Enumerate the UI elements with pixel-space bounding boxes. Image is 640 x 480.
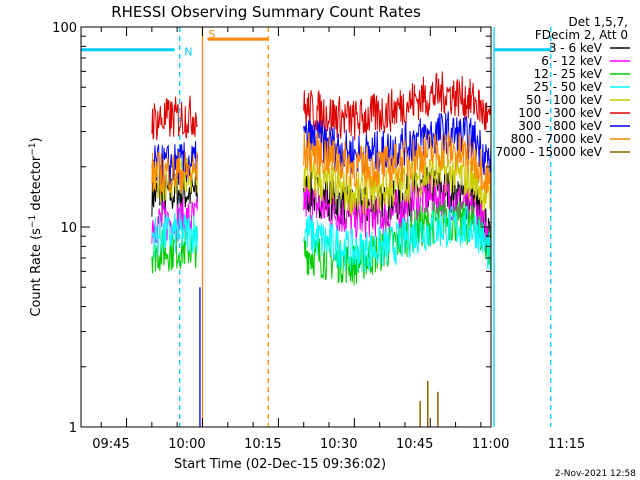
legend-label: 7000 - 15000 keV <box>495 145 602 159</box>
x-tick-label: 09:45 <box>92 437 129 452</box>
series-line <box>303 175 492 260</box>
x-tick-label: 10:30 <box>320 437 357 452</box>
flag-label-S: S <box>208 28 215 41</box>
x-axis: 09:45 10:00 10:15 10:30 10:45 11:00 11:15 <box>92 27 585 452</box>
x-axis-label: Start Time (02-Dec-15 09:36:02) <box>174 457 386 472</box>
series-line <box>151 172 198 217</box>
series-line <box>303 150 492 216</box>
legend-label: 12 - 25 keV <box>534 67 603 81</box>
legend-label: 25 - 50 keV <box>534 80 603 94</box>
x-tick-label: 10:00 <box>168 437 205 452</box>
series-line <box>151 151 198 195</box>
series-25-50keV <box>151 205 492 273</box>
chart-title: RHESSI Observing Summary Count Rates <box>111 3 421 21</box>
timestamp: 2-Nov-2021 12:58 <box>555 469 637 479</box>
series-line <box>303 130 492 205</box>
legend-header-line-2: FDecim 2, Att 0 <box>535 28 628 42</box>
series-800-7000keV <box>151 130 492 205</box>
legend-label: 800 - 7000 keV <box>511 132 603 146</box>
legend-header-line-1: Det 1,5,7, <box>569 15 629 29</box>
series-line <box>303 71 492 141</box>
y-tick-label: 100 <box>52 21 77 36</box>
x-tick-label: 11:00 <box>472 437 509 452</box>
series-line <box>151 95 198 140</box>
legend-label: 50 - 100 keV <box>526 93 603 107</box>
legend-label: 100 - 300 keV <box>518 106 602 120</box>
y-axis: 1 10 100 <box>52 21 491 436</box>
legend-label: 6 - 12 keV <box>541 54 603 68</box>
legend-label: 300 - 800 keV <box>518 119 602 133</box>
series-line <box>303 205 492 273</box>
legend-label: 3 - 6 keV <box>549 41 603 55</box>
x-tick-label: 10:15 <box>244 437 281 452</box>
y-tick-label: 10 <box>60 221 77 236</box>
plot-area: NS <box>81 27 552 428</box>
y-tick-label: 1 <box>69 421 77 436</box>
flag-label-N: N <box>184 46 192 59</box>
x-tick-label: 10:45 <box>396 437 433 452</box>
y-axis-label: Count Rate (s−1 detector−1) <box>28 137 44 316</box>
x-tick-label: 11:15 <box>548 437 585 452</box>
series-100-300keV <box>151 71 492 141</box>
series-line <box>151 211 198 258</box>
